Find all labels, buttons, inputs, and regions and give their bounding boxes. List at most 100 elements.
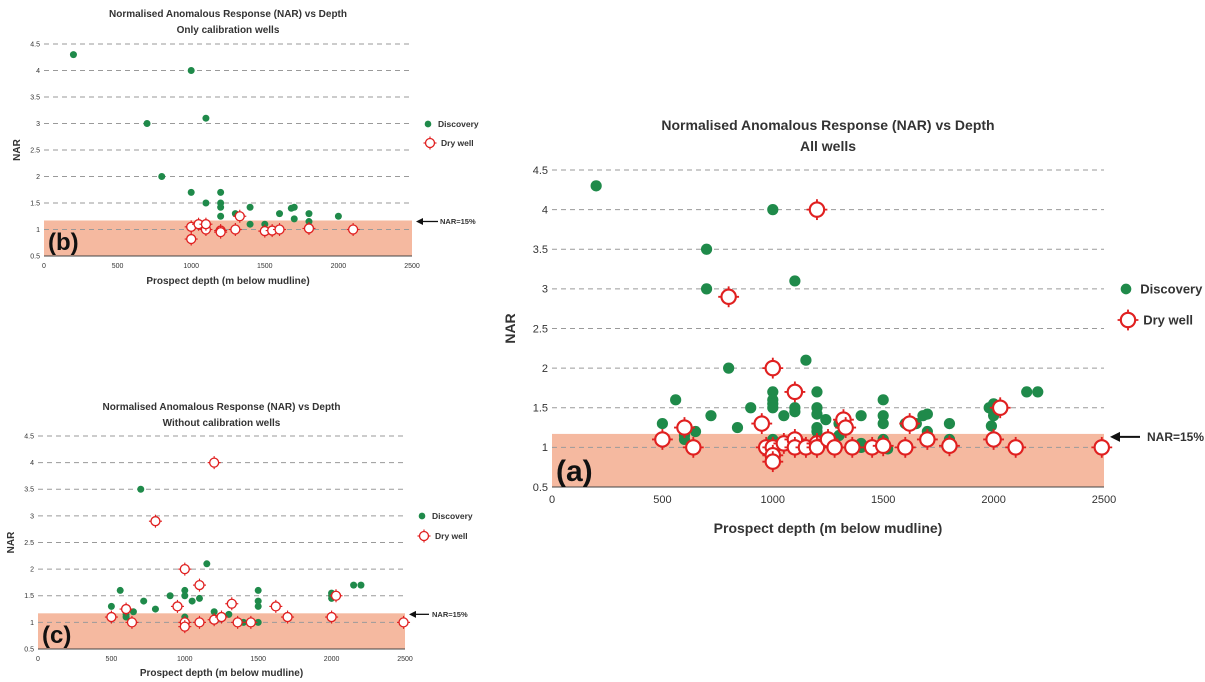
dry-well-ring bbox=[764, 359, 782, 377]
discovery-point bbox=[705, 410, 717, 422]
dry-well-point bbox=[184, 232, 198, 246]
y-tick-label: 3.5 bbox=[30, 94, 40, 101]
dry-well-point bbox=[178, 562, 192, 576]
arrow-head bbox=[1110, 431, 1120, 442]
legend-discovery-marker bbox=[418, 512, 426, 520]
discovery-point bbox=[656, 418, 669, 430]
dry-well-ring bbox=[1119, 311, 1137, 329]
dry-well-ring bbox=[234, 211, 245, 222]
x-tick-label: 2500 bbox=[397, 656, 413, 663]
discovery-point bbox=[217, 212, 225, 220]
dry-well-ring bbox=[270, 601, 281, 612]
dry-well-ring bbox=[1093, 439, 1111, 456]
panel-letter: (c) bbox=[42, 622, 71, 649]
dry-well-point bbox=[751, 413, 773, 435]
dry-well-point bbox=[214, 225, 228, 239]
legend-dry-well-label: Dry well bbox=[435, 531, 468, 541]
dry-well-point bbox=[872, 435, 894, 457]
discovery-point bbox=[789, 275, 801, 287]
discovery-point bbox=[689, 425, 702, 438]
legend-discovery-label: Discovery bbox=[1140, 282, 1203, 297]
y-tick-label: 1.5 bbox=[30, 200, 40, 207]
legend: Discovery Dry well bbox=[1117, 282, 1203, 331]
dry-well-point bbox=[199, 217, 213, 231]
y-tick-label: 2 bbox=[36, 174, 40, 181]
dry-well-ring bbox=[215, 226, 226, 238]
y-tick-label: 4.5 bbox=[24, 433, 34, 440]
discovery-point bbox=[254, 618, 262, 626]
dry-well-point bbox=[178, 620, 192, 634]
discovery-point bbox=[723, 362, 735, 374]
dry-well-ring bbox=[274, 224, 285, 235]
dry-well-ring bbox=[826, 439, 843, 456]
discovery-point bbox=[140, 597, 148, 605]
discovery-point bbox=[217, 188, 225, 196]
discovery-point bbox=[767, 402, 779, 414]
dry-well-point bbox=[207, 456, 221, 470]
dry-well-ring bbox=[786, 383, 804, 401]
chart-title: Normalised Anomalous Response (NAR) vs D… bbox=[109, 9, 347, 20]
dry-well-point bbox=[835, 417, 857, 438]
y-tick-label: 4.5 bbox=[533, 165, 548, 177]
dry-well-ring bbox=[808, 439, 826, 456]
dry-well-point bbox=[762, 451, 784, 473]
dry-well-point bbox=[983, 429, 1005, 450]
discovery-point bbox=[195, 594, 203, 602]
x-tick-label: 500 bbox=[653, 494, 671, 506]
discovery-point bbox=[290, 203, 298, 211]
discovery-point bbox=[246, 220, 254, 228]
discovery-point bbox=[767, 204, 779, 216]
y-tick-label: 4 bbox=[542, 204, 548, 216]
discovery-point bbox=[122, 613, 130, 621]
chart-title: Normalised Anomalous Response (NAR) vs D… bbox=[102, 402, 340, 413]
dry-well-ring bbox=[901, 415, 918, 432]
x-tick-label: 0 bbox=[549, 494, 555, 506]
dry-well-point bbox=[302, 221, 316, 235]
series-dry-well bbox=[651, 199, 1113, 473]
dry-well-point bbox=[1005, 436, 1027, 458]
dry-well-point bbox=[170, 599, 184, 613]
discovery-point bbox=[261, 220, 269, 228]
series-dry-well bbox=[184, 209, 360, 246]
discovery-point bbox=[187, 188, 195, 196]
discovery-point bbox=[800, 354, 812, 366]
discovery-point bbox=[745, 402, 757, 414]
discovery-point bbox=[877, 418, 889, 430]
arrow-head bbox=[416, 217, 423, 225]
discovery-point bbox=[254, 586, 262, 594]
discovery-point bbox=[305, 210, 313, 218]
dry-well-ring bbox=[200, 219, 212, 230]
dry-well-ring bbox=[179, 563, 190, 575]
discovery-point bbox=[943, 418, 956, 430]
dry-well-ring bbox=[1007, 439, 1024, 456]
series-dry-well bbox=[104, 456, 411, 634]
discovery-point bbox=[921, 408, 933, 420]
panel-letter: (b) bbox=[48, 229, 79, 256]
discovery-point bbox=[151, 605, 159, 613]
nar-annotation: NAR=15% bbox=[409, 610, 468, 619]
dry-well-ring bbox=[676, 419, 693, 436]
y-tick-label: 0.5 bbox=[533, 482, 548, 494]
dry-well-point bbox=[269, 599, 283, 613]
y-tick-label: 3.5 bbox=[533, 244, 548, 256]
x-tick-label: 1000 bbox=[183, 263, 199, 270]
y-tick-label: 4 bbox=[30, 460, 34, 467]
nar-annotation-label: NAR=15% bbox=[440, 217, 476, 226]
dry-well-point bbox=[916, 429, 938, 450]
legend: Discovery Dry well bbox=[423, 119, 479, 150]
dry-well-point bbox=[824, 436, 846, 458]
dry-well-ring bbox=[330, 590, 342, 601]
discovery-point bbox=[187, 67, 195, 74]
dry-well-ring bbox=[844, 439, 861, 456]
dry-well-ring bbox=[230, 224, 241, 235]
nar-annotation-label: NAR=15% bbox=[432, 610, 468, 619]
discovery-point bbox=[290, 215, 298, 223]
dry-well-ring bbox=[685, 439, 702, 456]
legend-discovery-label: Discovery bbox=[438, 119, 479, 129]
discovery-point bbox=[254, 602, 262, 610]
discovery-point bbox=[590, 180, 602, 192]
discovery-point bbox=[158, 173, 166, 180]
y-tick-label: 2.5 bbox=[30, 147, 40, 154]
discovery-point bbox=[820, 414, 832, 426]
x-tick-label: 1500 bbox=[257, 263, 273, 270]
